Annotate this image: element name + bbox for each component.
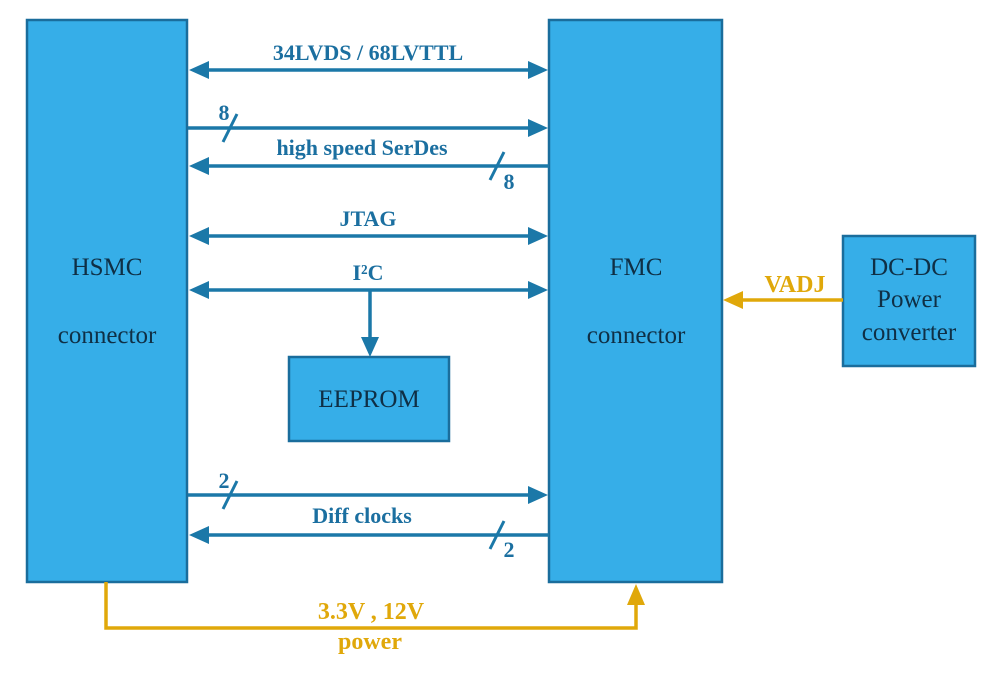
serdes-tx-width: 8 [219, 100, 230, 125]
dcdc-label-2: Power [877, 286, 942, 313]
serdes-rx-arrow: 8 [189, 151, 549, 194]
power-label-2: power [338, 629, 402, 655]
power-label-1: 3.3V , 12V [318, 599, 425, 625]
power-arrow: 3.3V , 12V power [104, 582, 645, 655]
i2c-arrow: I²C [189, 260, 548, 357]
fmc-label-1: FMC [610, 254, 663, 281]
jtag-label: JTAG [339, 206, 396, 231]
lvds-bus-arrow: 34LVDS / 68LVTTL [189, 40, 548, 79]
vadj-arrow: VADJ [723, 272, 843, 309]
vadj-label: VADJ [765, 272, 826, 298]
hsmc-label-1: HSMC [72, 254, 143, 281]
eeprom-label: EEPROM [318, 386, 419, 413]
i2c-label: I²C [352, 260, 383, 285]
diff-clocks-label: Diff clocks [312, 503, 412, 528]
dcdc-converter-block: DC-DC Power converter [841, 234, 977, 368]
serdes-rx-width: 8 [504, 169, 515, 194]
clock-tx-width: 2 [219, 468, 230, 493]
hsmc-label-2: connector [58, 322, 157, 349]
lvds-label: 34LVDS / 68LVTTL [273, 40, 463, 65]
diff-clock-tx-arrow: 2 [188, 468, 548, 510]
eeprom-block: EEPROM [287, 355, 451, 443]
fmc-label-2: connector [587, 322, 686, 349]
serdes-tx-arrow: 8 [188, 100, 548, 143]
diff-clock-rx-arrow: 2 [189, 520, 549, 562]
clock-rx-width: 2 [504, 537, 515, 562]
serdes-label: high speed SerDes [276, 135, 448, 160]
dcdc-label-1: DC-DC [870, 254, 948, 281]
jtag-arrow: JTAG [189, 206, 548, 245]
fmc-connector-block: FMC connector [547, 18, 724, 584]
dcdc-label-3: converter [862, 319, 957, 346]
hsmc-connector-block: HSMC connector [25, 18, 189, 584]
